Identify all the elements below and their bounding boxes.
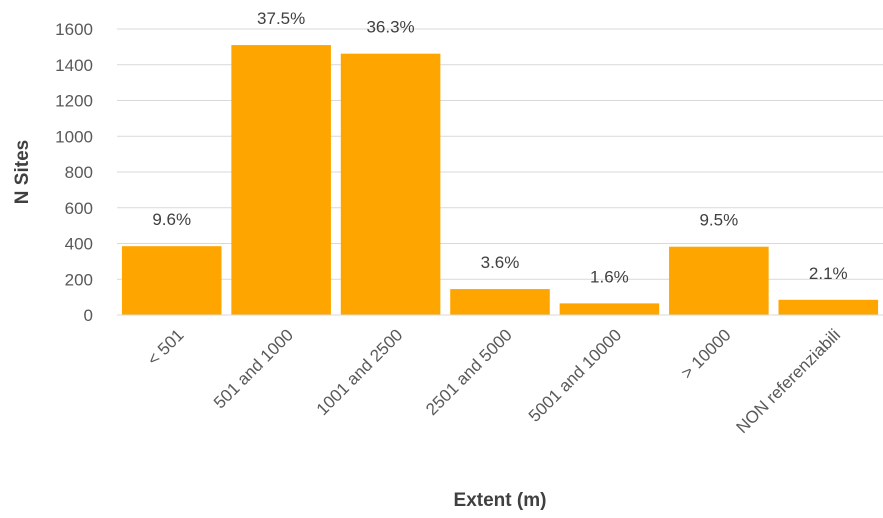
bar [340,53,441,315]
data-label: 9.5% [699,211,738,230]
data-label: 9.6% [152,210,191,229]
bar [121,246,222,315]
bars [121,45,879,316]
y-tick-label: 1600 [55,20,93,39]
x-tick-label: > 10000 [677,325,734,382]
x-axis-tick-labels: < 501 501 and 1000 1001 and 2500 2501 and 5… [144,325,844,437]
data-label: 3.6% [481,253,520,272]
bar [450,289,550,315]
y-tick-label: 1000 [55,127,93,146]
y-axis-tick-labels: 0 200 400 600 800 1000 1200 1400 1600 [55,20,93,325]
x-axis-title: Extent (m) [454,490,547,511]
bar [778,299,879,315]
data-label: 2.1% [809,264,848,283]
y-tick-label: 1200 [55,92,93,111]
y-tick-label: 0 [84,306,93,325]
y-tick-label: 400 [65,235,93,254]
y-tick-label: 200 [65,270,93,289]
x-tick-label: < 501 [144,325,188,369]
x-tick-label: NON referenziabili [732,325,844,437]
y-axis-title: N Sites [12,140,33,204]
x-tick-label: 5001 and 10000 [525,325,625,425]
y-tick-label: 800 [65,163,93,182]
bar [669,246,769,315]
x-tick-label: 501 and 1000 [210,325,297,412]
bar [231,45,331,316]
y-tick-label: 600 [65,199,93,218]
x-tick-label: 2501 and 5000 [422,325,516,419]
y-tick-label: 1400 [55,56,93,75]
data-label: 37.5% [257,9,305,28]
bar [559,303,660,315]
data-labels: 9.6% 37.5% 36.3% 3.6% 1.6% 9.5% 2.1% [152,9,847,286]
data-label: 36.3% [366,18,414,37]
data-label: 1.6% [590,267,629,286]
x-tick-label: 1001 and 2500 [313,325,407,419]
